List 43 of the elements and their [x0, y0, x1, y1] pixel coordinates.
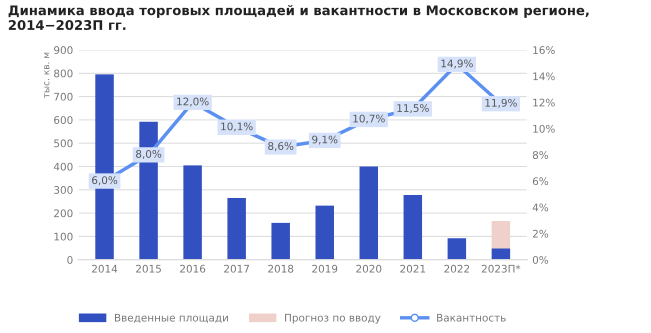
chart-title: Динамика ввода торговых площадей и вакантности в Московском регионе, 2014−2023П гг. — [8, 4, 589, 30]
legend-label: Вакантность — [437, 314, 506, 322]
legend-label: Прогноз по вводу — [285, 314, 381, 324]
y-tick-label: 300 — [54, 186, 73, 194]
x-tick-label: 2022 — [444, 264, 470, 273]
y-axis-title: тыс. кв. м — [44, 52, 50, 98]
y2-tick-label: 10% — [533, 124, 555, 133]
y2-tick-label: 16% — [533, 46, 555, 54]
x-tick-label: 2018 — [268, 264, 294, 273]
y-tick-label: 0 — [67, 256, 73, 264]
y-tick-label: 600 — [54, 116, 73, 124]
bar — [404, 194, 422, 260]
bar — [492, 248, 510, 260]
y-tick-label: 800 — [54, 69, 73, 78]
x-tick-label: 2016 — [180, 264, 206, 273]
x-tick-label: 2023П* — [482, 264, 520, 273]
y2-tick-label: 6% — [532, 177, 548, 186]
y-tick-label: 500 — [54, 139, 73, 148]
y2-tick-label: 14% — [533, 72, 555, 80]
legend-label: Введенные площади — [114, 314, 228, 323]
y-tick-label: 900 — [54, 46, 73, 54]
y2-tick-label: 4% — [532, 204, 548, 212]
bar — [271, 222, 290, 260]
bar — [227, 198, 246, 260]
x-tick-label: 2021 — [400, 264, 426, 273]
bar — [492, 221, 510, 249]
x-tick-label: 2014 — [92, 264, 118, 273]
y2-tick-label: 0% — [532, 256, 548, 264]
bar — [448, 238, 466, 260]
y-tick-label: 200 — [54, 209, 73, 218]
y-tick-label: 400 — [54, 162, 73, 171]
y2-tick-label: 2% — [532, 230, 548, 238]
y2-tick-label: 8% — [532, 151, 548, 159]
x-tick-label: 2020 — [356, 264, 382, 273]
bar — [315, 206, 334, 260]
x-tick-label: 2017 — [224, 264, 250, 273]
x-tick-label: 2015 — [136, 264, 161, 273]
y-tick-label: 700 — [54, 92, 73, 101]
y-tick-label: 100 — [54, 232, 73, 241]
x-tick-label: 2019 — [312, 264, 338, 273]
bar — [183, 165, 202, 260]
bar — [360, 166, 378, 260]
y2-tick-label: 12% — [533, 98, 555, 107]
